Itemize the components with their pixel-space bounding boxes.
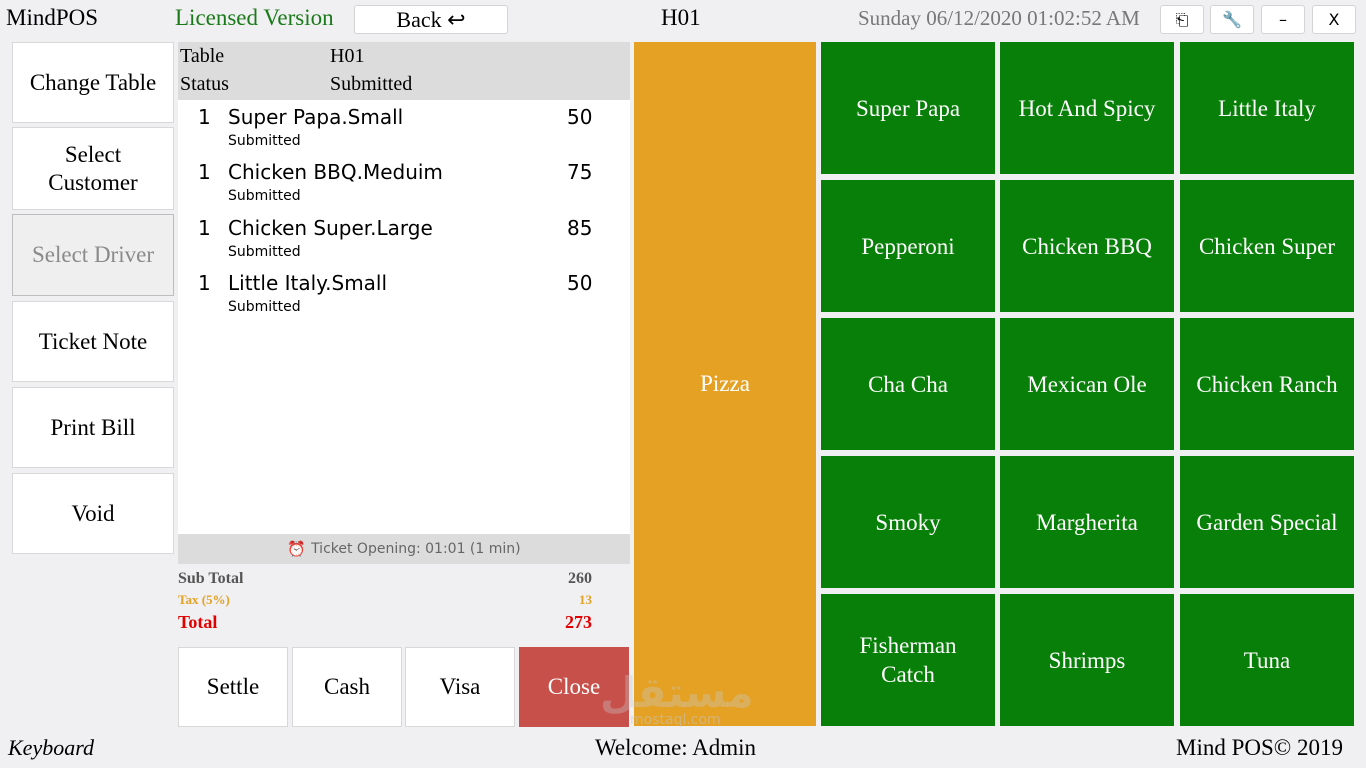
license-status: Licensed Version xyxy=(175,5,334,30)
menu-item-garden-special[interactable]: Garden Special xyxy=(1180,456,1354,588)
ticket-header: Table H01 Status Submitted xyxy=(178,42,630,100)
item-quantity: 1 xyxy=(198,216,211,240)
select-customer-button[interactable]: Select Customer xyxy=(12,127,174,210)
subtotal-label: Sub Total xyxy=(178,570,244,587)
subtotal-value: 260 xyxy=(568,570,592,587)
menu-item-hot-and-spicy[interactable]: Hot And Spicy xyxy=(1000,42,1174,174)
minimize-icon: – xyxy=(1279,10,1287,29)
menu-item-pepperoni[interactable]: Pepperoni xyxy=(821,180,995,312)
close-icon: X xyxy=(1328,10,1340,29)
table-value: H01 xyxy=(330,45,365,67)
copyright-text: Mind POS© 2019 xyxy=(1176,735,1344,760)
menu-item-shrimps[interactable]: Shrimps xyxy=(1000,594,1174,726)
top-bar: MindPOS Licensed Version Back ↩ H01 Sund… xyxy=(0,0,1366,40)
menu-item-smoky[interactable]: Smoky xyxy=(821,456,995,588)
ticket-items-list: 1 Super Papa.Small Submitted 50 1 Chicke… xyxy=(178,100,630,534)
item-price: 50 xyxy=(567,105,593,129)
settings-button[interactable]: 🔧 xyxy=(1210,5,1254,34)
menu-item-little-italy[interactable]: Little Italy xyxy=(1180,42,1354,174)
tax-label: Tax (5%) xyxy=(178,592,230,607)
order-item[interactable]: 1 Little Italy.Small Submitted 50 xyxy=(178,266,630,320)
item-status: Submitted xyxy=(228,188,301,204)
cash-button[interactable]: Cash xyxy=(292,647,402,727)
welcome-message: Welcome: Admin xyxy=(595,735,757,760)
ticket-opening-time: Ticket Opening: 01:01 (1 min) xyxy=(311,541,521,557)
item-name: Chicken Super.Large xyxy=(228,216,433,240)
item-quantity: 1 xyxy=(198,160,211,184)
total-row: Total 273 xyxy=(178,612,598,634)
menu-item-super-papa[interactable]: Super Papa xyxy=(821,42,995,174)
void-button[interactable]: Void xyxy=(12,473,174,554)
alarm-clock-icon: ⏰ xyxy=(287,540,307,558)
app-name: MindPOS xyxy=(6,5,99,30)
item-name: Super Papa.Small xyxy=(228,105,404,129)
wrench-icon: 🔧 xyxy=(1222,10,1242,29)
menu-item-chicken-super[interactable]: Chicken Super xyxy=(1180,180,1354,312)
item-price: 85 xyxy=(567,216,593,240)
item-price: 50 xyxy=(567,271,593,295)
visa-button[interactable]: Visa xyxy=(405,647,515,727)
ticket-opening-bar: ⏰ Ticket Opening: 01:01 (1 min) xyxy=(178,534,630,564)
item-status: Submitted xyxy=(228,299,301,315)
menu-item-chicken-ranch[interactable]: Chicken Ranch xyxy=(1180,318,1354,450)
close-ticket-button[interactable]: Close xyxy=(519,647,629,727)
menu-item-fisherman-catch[interactable]: Fisherman Catch xyxy=(821,594,995,726)
subtotal-row: Sub Total 260 xyxy=(178,570,598,590)
total-label: Total xyxy=(178,612,218,632)
back-button[interactable]: Back ↩ xyxy=(354,5,508,34)
change-table-button[interactable]: Change Table xyxy=(12,42,174,123)
menu-item-cha-cha[interactable]: Cha Cha xyxy=(821,318,995,450)
tax-row: Tax (5%) 13 xyxy=(178,592,598,608)
settle-button[interactable]: Settle xyxy=(178,647,288,727)
table-label: Table xyxy=(180,45,225,67)
total-value: 273 xyxy=(565,612,592,632)
ticket-note-button[interactable]: Ticket Note xyxy=(12,301,174,382)
close-window-button[interactable]: X xyxy=(1312,5,1356,34)
select-driver-button[interactable]: Select Driver xyxy=(12,214,174,296)
datetime-display: Sunday 06/12/2020 01:02:52 AM xyxy=(858,6,1140,30)
item-status: Submitted xyxy=(228,244,301,260)
menu-item-margherita[interactable]: Margherita xyxy=(1000,456,1174,588)
kiosk-toggle-button[interactable]: ⎗ xyxy=(1160,5,1204,34)
keyboard-button[interactable]: Keyboard xyxy=(8,735,94,760)
kiosk-icon: ⎗ xyxy=(1175,10,1189,29)
item-name: Little Italy.Small xyxy=(228,271,388,295)
current-table-code: H01 xyxy=(661,5,701,30)
minimize-button[interactable]: – xyxy=(1261,5,1305,34)
order-item[interactable]: 1 Chicken Super.Large Submitted 85 xyxy=(178,211,630,265)
status-value: Submitted xyxy=(330,73,413,95)
item-quantity: 1 xyxy=(198,271,211,295)
status-label: Status xyxy=(180,73,229,95)
category-pizza[interactable]: Pizza xyxy=(634,42,816,726)
menu-item-mexican-ole[interactable]: Mexican Ole xyxy=(1000,318,1174,450)
tax-value: 13 xyxy=(579,592,592,607)
print-bill-button[interactable]: Print Bill xyxy=(12,387,174,468)
order-item[interactable]: 1 Chicken BBQ.Meduim Submitted 75 xyxy=(178,155,630,209)
order-item[interactable]: 1 Super Papa.Small Submitted 50 xyxy=(178,100,630,154)
item-quantity: 1 xyxy=(198,105,211,129)
item-status: Submitted xyxy=(228,133,301,149)
menu-item-chicken-bbq[interactable]: Chicken BBQ xyxy=(1000,180,1174,312)
item-name: Chicken BBQ.Meduim xyxy=(228,160,443,184)
item-price: 75 xyxy=(567,160,593,184)
menu-item-tuna[interactable]: Tuna xyxy=(1180,594,1354,726)
